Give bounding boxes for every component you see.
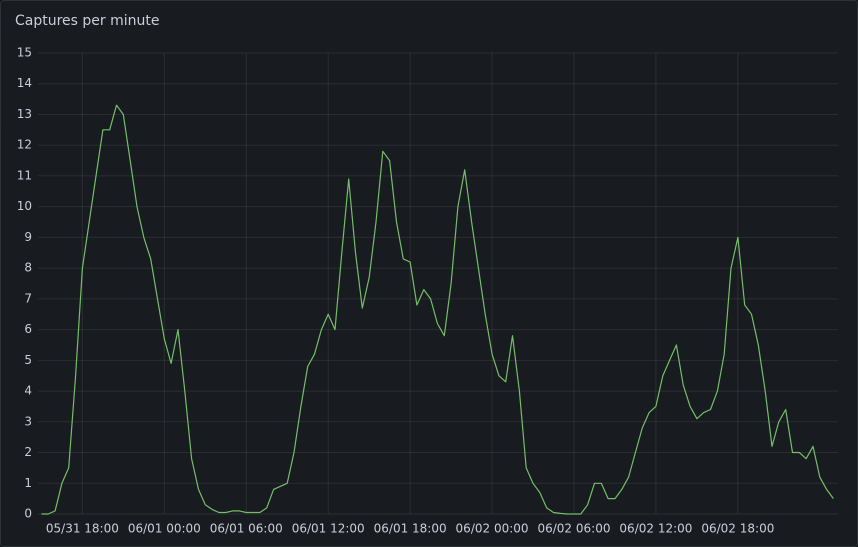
y-tick-label: 9 — [24, 230, 32, 244]
y-tick-label: 13 — [17, 107, 32, 121]
x-tick-label: 06/01 06:00 — [210, 522, 283, 536]
y-tick-label: 6 — [24, 322, 32, 336]
x-tick-label: 06/01 00:00 — [128, 522, 201, 536]
y-tick-label: 10 — [17, 199, 32, 213]
y-tick-label: 12 — [17, 138, 32, 152]
x-tick-label: 06/01 12:00 — [292, 522, 365, 536]
x-tick-label: 06/02 12:00 — [619, 522, 692, 536]
y-tick-label: 15 — [17, 46, 32, 60]
y-tick-label: 14 — [17, 76, 32, 90]
series-line — [41, 104, 834, 515]
y-tick-label: 11 — [17, 168, 32, 182]
y-tick-label: 8 — [24, 261, 32, 275]
x-tick-label: 06/02 06:00 — [537, 522, 610, 536]
y-tick-label: 4 — [24, 384, 32, 398]
panel-title[interactable]: Captures per minute — [15, 13, 160, 29]
y-tick-label: 3 — [24, 414, 32, 428]
y-tick-label: 7 — [24, 291, 32, 305]
x-tick-label: 06/02 00:00 — [456, 522, 529, 536]
y-tick-label: 0 — [24, 507, 32, 521]
y-tick-label: 2 — [24, 445, 32, 459]
x-tick-label: 06/02 18:00 — [701, 522, 774, 536]
y-tick-label: 1 — [24, 476, 32, 490]
x-tick-label: 06/01 18:00 — [374, 522, 447, 536]
x-tick-label: 05/31 18:00 — [46, 522, 119, 536]
y-tick-label: 5 — [24, 353, 32, 367]
